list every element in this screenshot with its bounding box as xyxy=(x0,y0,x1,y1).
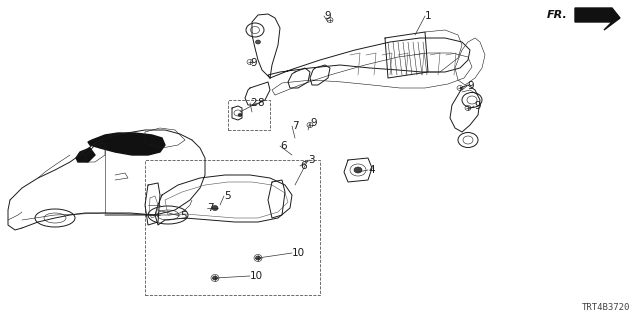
Text: FR.: FR. xyxy=(547,10,568,20)
Ellipse shape xyxy=(238,114,242,116)
Ellipse shape xyxy=(212,276,218,280)
Text: 10: 10 xyxy=(292,248,305,258)
Bar xyxy=(228,100,270,130)
Text: 2: 2 xyxy=(250,98,257,108)
Text: 9: 9 xyxy=(310,118,317,128)
Text: 6: 6 xyxy=(300,161,307,171)
Bar xyxy=(145,160,320,295)
Ellipse shape xyxy=(255,40,260,44)
Text: 5: 5 xyxy=(180,211,187,221)
Ellipse shape xyxy=(255,256,260,260)
Polygon shape xyxy=(575,8,620,30)
Text: 9: 9 xyxy=(474,101,481,111)
Polygon shape xyxy=(88,133,165,155)
Text: 10: 10 xyxy=(250,271,263,281)
Polygon shape xyxy=(76,148,95,162)
Text: 8: 8 xyxy=(257,98,264,108)
Text: 3: 3 xyxy=(308,155,315,165)
Text: 9: 9 xyxy=(250,58,257,68)
Text: 5: 5 xyxy=(224,191,230,201)
Ellipse shape xyxy=(212,205,218,211)
Text: TRT4B3720: TRT4B3720 xyxy=(582,303,630,312)
Text: 9: 9 xyxy=(467,81,474,91)
Text: 4: 4 xyxy=(368,165,374,175)
Text: 7: 7 xyxy=(207,203,214,213)
Text: 1: 1 xyxy=(425,11,431,21)
Text: 7: 7 xyxy=(292,121,299,131)
Ellipse shape xyxy=(354,167,362,173)
Text: 6: 6 xyxy=(280,141,287,151)
Text: 9: 9 xyxy=(324,11,331,21)
